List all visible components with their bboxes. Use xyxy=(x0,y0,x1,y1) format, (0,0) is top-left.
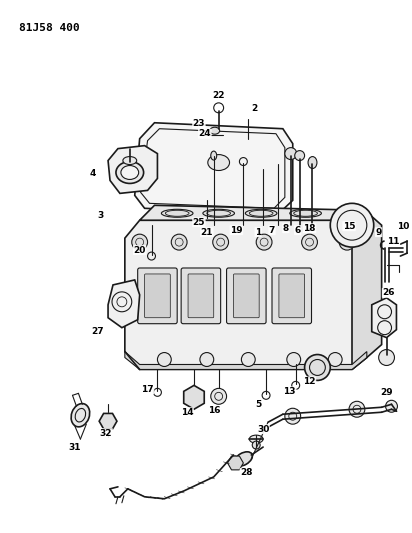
Text: 21: 21 xyxy=(201,228,213,237)
Polygon shape xyxy=(108,146,157,193)
Text: 19: 19 xyxy=(230,225,243,235)
Polygon shape xyxy=(125,352,367,369)
Text: 4: 4 xyxy=(89,169,96,178)
Text: 22: 22 xyxy=(213,91,225,100)
Text: 20: 20 xyxy=(133,246,146,255)
Text: 26: 26 xyxy=(382,288,395,297)
Circle shape xyxy=(241,352,255,367)
Text: 17: 17 xyxy=(141,385,154,394)
Text: 7: 7 xyxy=(269,225,275,235)
Circle shape xyxy=(302,234,317,250)
Text: 11: 11 xyxy=(387,237,400,246)
Text: 29: 29 xyxy=(380,388,393,397)
Text: 18: 18 xyxy=(303,224,316,233)
Ellipse shape xyxy=(71,403,90,427)
FancyBboxPatch shape xyxy=(279,274,304,318)
Polygon shape xyxy=(140,205,365,220)
Text: 2: 2 xyxy=(251,104,258,114)
Polygon shape xyxy=(125,220,367,369)
Circle shape xyxy=(285,148,297,159)
Polygon shape xyxy=(135,123,293,214)
Text: 81J58 400: 81J58 400 xyxy=(19,23,80,33)
Ellipse shape xyxy=(210,127,220,134)
Text: 5: 5 xyxy=(255,400,261,409)
Circle shape xyxy=(256,234,272,250)
Ellipse shape xyxy=(290,209,321,217)
Ellipse shape xyxy=(116,161,144,183)
Circle shape xyxy=(252,441,260,449)
Circle shape xyxy=(328,352,342,367)
Text: 9: 9 xyxy=(375,228,382,237)
FancyBboxPatch shape xyxy=(234,274,259,318)
FancyBboxPatch shape xyxy=(181,268,221,324)
Circle shape xyxy=(339,234,355,250)
Text: 8: 8 xyxy=(283,224,289,233)
Circle shape xyxy=(213,234,229,250)
Text: 12: 12 xyxy=(303,377,316,386)
Circle shape xyxy=(295,151,304,160)
Circle shape xyxy=(157,352,171,367)
Text: 32: 32 xyxy=(100,429,112,438)
Circle shape xyxy=(171,234,187,250)
Text: 31: 31 xyxy=(68,442,81,451)
Text: 25: 25 xyxy=(193,218,205,227)
FancyBboxPatch shape xyxy=(145,274,170,318)
Circle shape xyxy=(330,203,374,247)
Circle shape xyxy=(132,234,147,250)
Circle shape xyxy=(211,389,227,404)
Text: 28: 28 xyxy=(240,469,253,478)
Text: 24: 24 xyxy=(199,129,211,138)
Text: 13: 13 xyxy=(283,387,296,396)
Text: 30: 30 xyxy=(257,425,269,434)
Ellipse shape xyxy=(162,209,193,217)
FancyBboxPatch shape xyxy=(188,274,214,318)
Ellipse shape xyxy=(121,166,139,180)
FancyBboxPatch shape xyxy=(272,268,311,324)
FancyBboxPatch shape xyxy=(138,268,177,324)
Circle shape xyxy=(304,354,330,381)
Circle shape xyxy=(379,350,394,366)
Ellipse shape xyxy=(308,157,317,168)
Ellipse shape xyxy=(203,209,234,217)
Ellipse shape xyxy=(208,155,229,171)
Text: 16: 16 xyxy=(208,406,221,415)
Text: 23: 23 xyxy=(193,119,205,128)
Circle shape xyxy=(200,352,214,367)
Circle shape xyxy=(386,400,398,412)
FancyBboxPatch shape xyxy=(227,268,266,324)
Text: 15: 15 xyxy=(343,222,355,231)
Polygon shape xyxy=(372,298,396,337)
Ellipse shape xyxy=(211,151,217,160)
Text: 6: 6 xyxy=(295,225,301,235)
Text: 10: 10 xyxy=(397,222,410,231)
Text: 27: 27 xyxy=(91,327,103,336)
Ellipse shape xyxy=(249,435,263,443)
Ellipse shape xyxy=(123,157,137,165)
Ellipse shape xyxy=(245,209,277,217)
Text: 14: 14 xyxy=(181,408,193,417)
Circle shape xyxy=(287,352,301,367)
Polygon shape xyxy=(352,211,382,369)
Circle shape xyxy=(349,401,365,417)
Text: 1: 1 xyxy=(255,228,261,237)
Polygon shape xyxy=(108,280,140,328)
Text: 3: 3 xyxy=(97,211,103,220)
Ellipse shape xyxy=(234,452,253,466)
Circle shape xyxy=(285,408,301,424)
